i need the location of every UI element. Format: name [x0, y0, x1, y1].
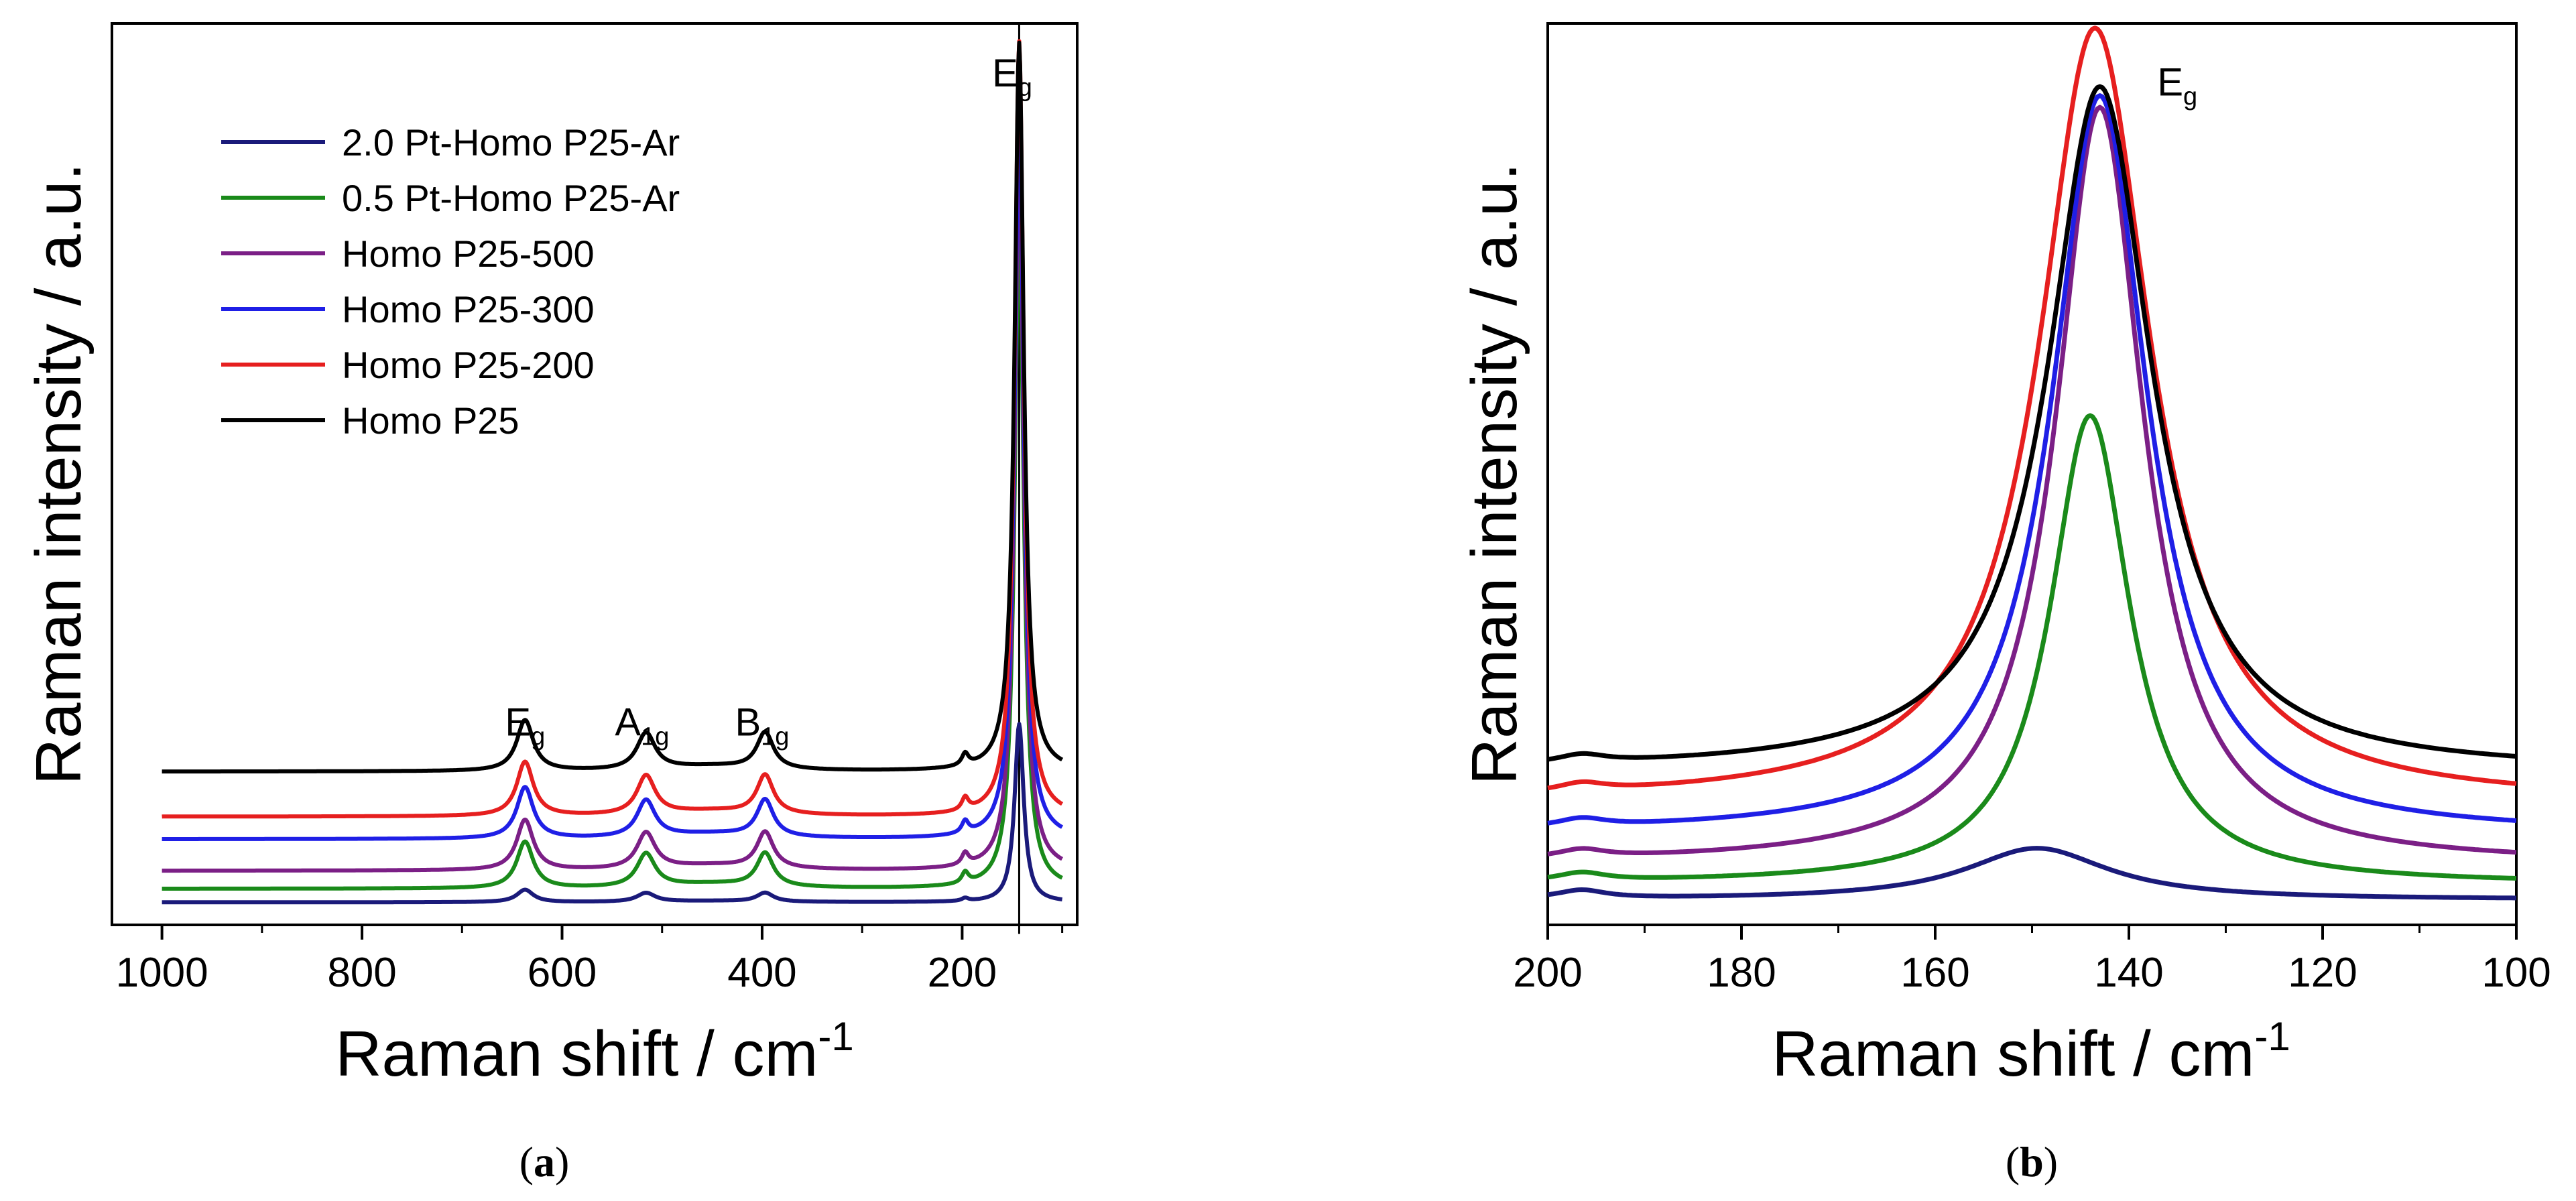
x-ticks-a: 1000 800 600 400 200 — [116, 925, 1064, 996]
peak-label-sub: g — [2183, 83, 2197, 111]
peak-label-base: A — [615, 701, 641, 745]
peak-label: Eg — [992, 52, 1032, 102]
legend-entry: 2.0 Pt-Homo P25-Ar — [342, 121, 680, 164]
x-axis-label-b-main: Raman shift / cm — [1772, 1018, 2254, 1090]
x-tick-label: 180 — [1707, 950, 1776, 996]
peak-label-base: E — [2157, 61, 2183, 105]
peak-label-sub: 1g — [641, 723, 669, 751]
x-tick-label: 120 — [2288, 950, 2357, 996]
series-line-homo-p25-300 — [161, 100, 1064, 841]
series-group-b — [1547, 25, 2517, 901]
x-tick-label: 200 — [1513, 950, 1582, 996]
peak-label-base: E — [505, 701, 531, 745]
peak-label: Eg — [505, 701, 545, 751]
series-group-a — [161, 39, 1064, 905]
peak-label-base: B — [735, 701, 761, 745]
legend-entry: 0.5 Pt-Homo P25-Ar — [342, 177, 680, 219]
legend-entry: Homo P25-300 — [342, 288, 595, 330]
legend-a: 2.0 Pt-Homo P25-Ar 0.5 Pt-Homo P25-Ar Homo… — [221, 121, 680, 442]
caption-a-letter: a — [534, 1138, 555, 1186]
y-axis-label-a: Raman intensity / a.u. — [23, 163, 95, 785]
legend-entry: Homo P25-200 — [342, 344, 595, 386]
legend-entry: Homo P25-500 — [342, 233, 595, 275]
series-line-homo-p25-300 — [1547, 93, 2517, 826]
peak-label-sub: g — [1018, 74, 1032, 102]
peak-label-base: E — [992, 52, 1018, 95]
x-axis-label-a: Raman shift / cm-1 — [335, 1014, 854, 1090]
x-tick-label: 600 — [528, 950, 597, 996]
x-tick-label: 400 — [727, 950, 796, 996]
series-line-homo-p25-500 — [161, 147, 1064, 873]
series-line-homo-p25-500 — [1547, 105, 2517, 857]
caption-b-letter: b — [2020, 1138, 2044, 1186]
panel-b: 200 180 160 140 120 100 Eg Raman intensity / … — [1459, 22, 2551, 1186]
series-line-0-5-pt-homo-p25-ar — [161, 219, 1064, 891]
series-line-0-5-pt-homo-p25-ar — [1547, 413, 2517, 881]
plot-frame-b — [1546, 22, 2518, 926]
peak-labels-b: Eg — [2157, 61, 2197, 111]
peak-label: A1g — [615, 701, 669, 751]
series-line-2-0-pt-homo-p25-ar — [161, 722, 1064, 905]
series-line-homo-p25-200 — [1547, 25, 2517, 791]
x-tick-label: 140 — [2094, 950, 2163, 996]
legend-entry: Homo P25 — [342, 399, 519, 442]
series-line-homo-p25-200 — [161, 39, 1064, 819]
peak-label-sub: 1g — [761, 723, 789, 751]
plot-frame-a — [111, 22, 1079, 926]
x-tick-label: 160 — [1900, 950, 1969, 996]
peak-label-sub: g — [531, 723, 545, 751]
x-tick-label: 1000 — [116, 950, 208, 996]
peak-label: Eg — [2157, 61, 2197, 111]
x-axis-label-b: Raman shift / cm-1 — [1772, 1014, 2290, 1090]
caption-b: (b) — [2006, 1138, 2058, 1186]
x-tick-label: 800 — [327, 950, 396, 996]
y-axis-label-b: Raman intensity / a.u. — [1459, 163, 1530, 785]
series-line-2-0-pt-homo-p25-ar — [1547, 846, 2516, 901]
x-axis-label-a-main: Raman shift / cm — [335, 1018, 818, 1090]
x-axis-label-b-sup: -1 — [2254, 1014, 2290, 1059]
x-ticks-b: 200 180 160 140 120 100 — [1513, 925, 2551, 996]
series-line-homo-p25 — [161, 40, 1064, 774]
x-axis-label-a-sup: -1 — [818, 1014, 853, 1059]
peak-label: B1g — [735, 701, 789, 751]
caption-a: (a) — [519, 1138, 570, 1186]
series-line-homo-p25 — [1547, 84, 2517, 762]
x-tick-label: 200 — [928, 950, 997, 996]
x-tick-label: 100 — [2481, 950, 2551, 996]
